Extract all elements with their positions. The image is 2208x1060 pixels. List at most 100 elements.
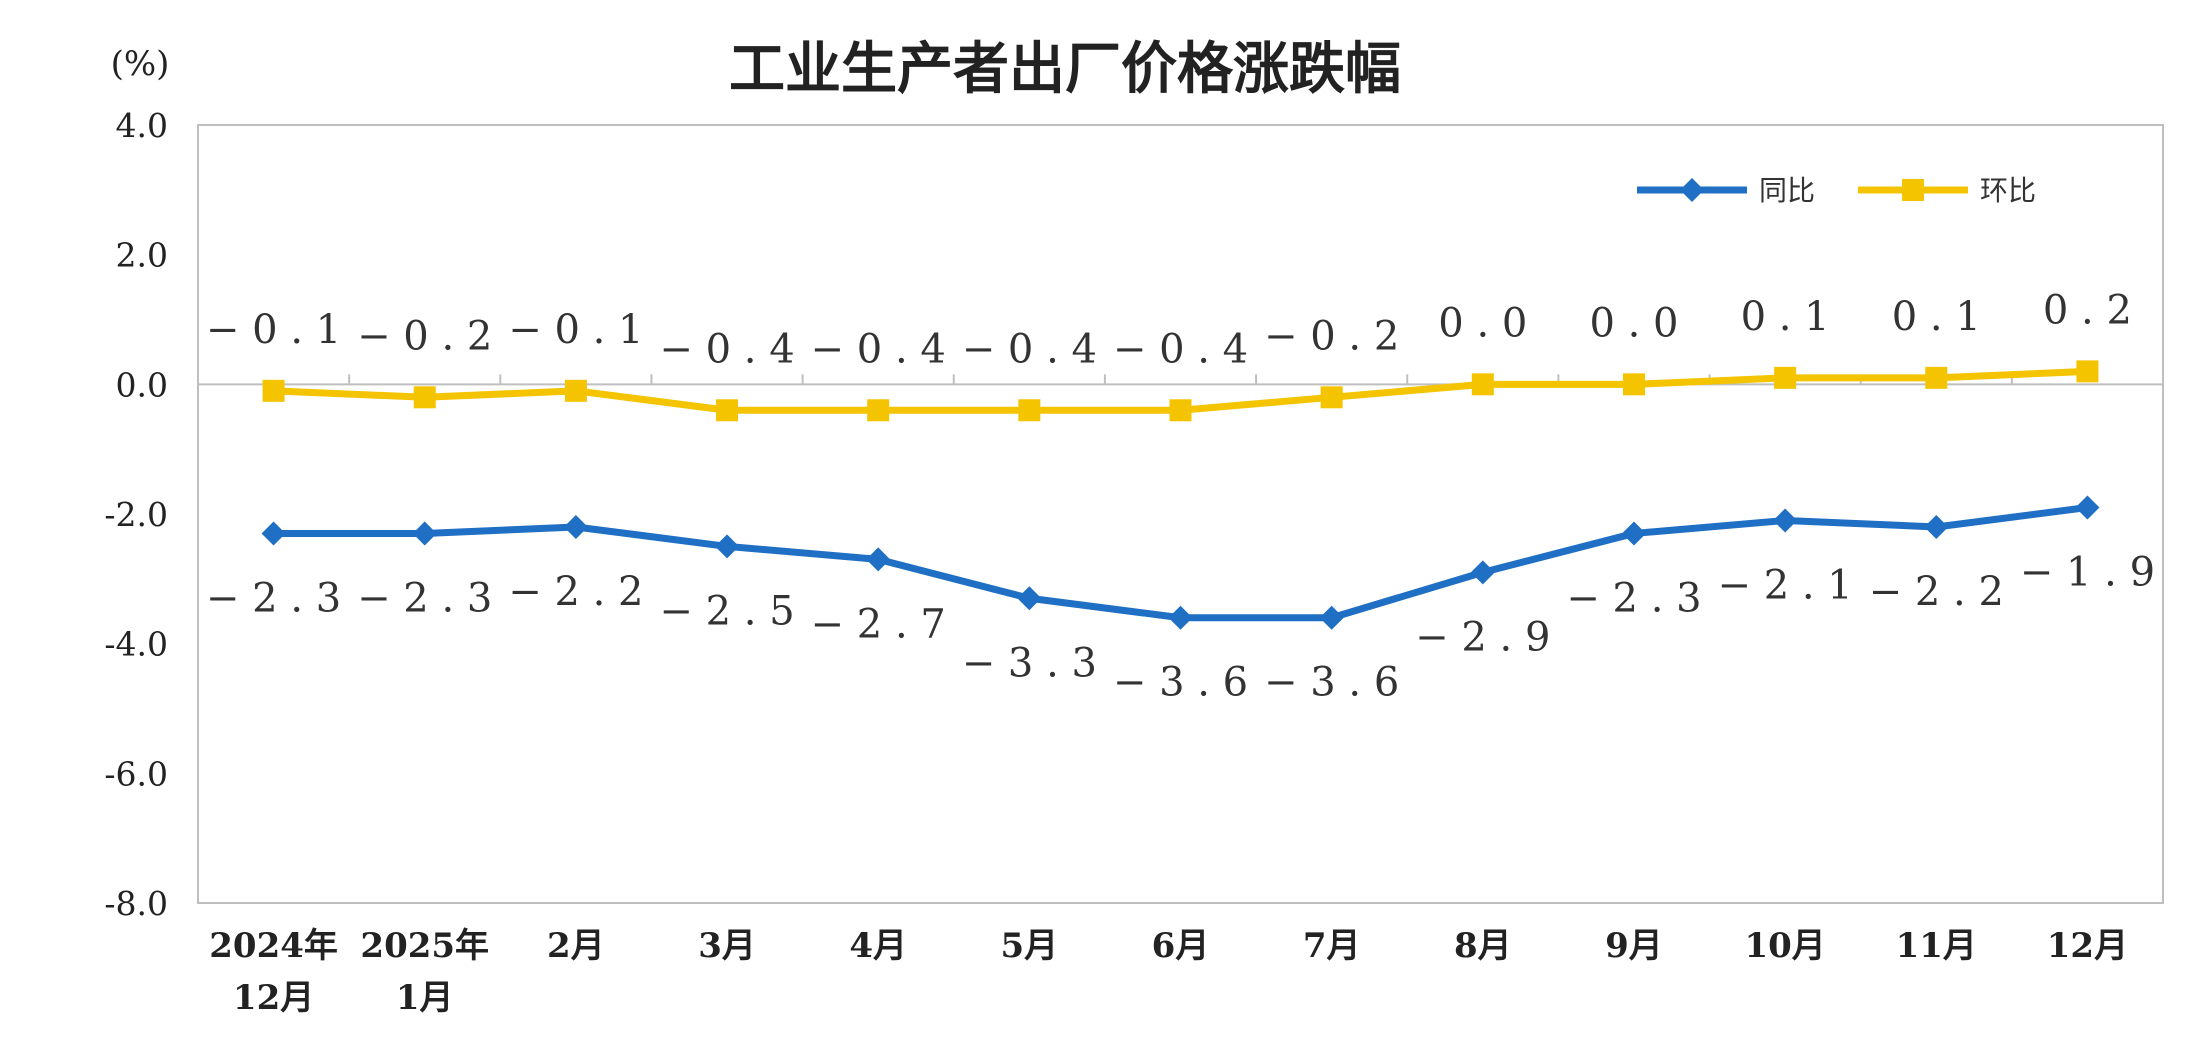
- y-tick-label: -8.0: [104, 884, 168, 923]
- data-point: [2076, 360, 2099, 383]
- y-tick-label: 0.0: [116, 365, 168, 404]
- x-tick-label: 2月: [547, 926, 605, 966]
- data-label: − 0 . 2: [357, 313, 492, 359]
- data-point: [2075, 495, 2100, 520]
- x-tick-label-line: 7月: [1303, 926, 1361, 966]
- data-point: [1319, 605, 1344, 630]
- data-point: [866, 547, 891, 572]
- data-label: − 1 . 9: [2020, 550, 2155, 596]
- x-tick-label: 8月: [1454, 926, 1512, 966]
- data-label: − 2 . 1: [1717, 562, 1852, 608]
- data-label: − 2 . 3: [357, 575, 492, 621]
- data-point: [1168, 605, 1193, 630]
- x-tick-label-line: 10月: [1744, 926, 1825, 966]
- data-label: 0 . 0: [1438, 300, 1527, 346]
- y-tick-label: -2.0: [104, 495, 168, 534]
- x-tick-label-line: 1月: [396, 978, 454, 1018]
- data-point: [413, 386, 436, 409]
- x-tick-label: 2024年 12月: [209, 926, 338, 1018]
- x-tick-label-line: 2024年: [209, 926, 338, 966]
- plot-area-frame: [197, 124, 2164, 904]
- data-point: [1902, 179, 1924, 201]
- y-tick-label: 4.0: [116, 106, 168, 145]
- x-tick-label: 12月: [2047, 926, 2128, 966]
- x-tick-label: 9月: [1605, 926, 1663, 966]
- x-tick-label-line: 2月: [547, 926, 605, 966]
- data-label: − 0 . 2: [1264, 313, 1399, 359]
- x-tick-label-line: 12月: [233, 978, 314, 1018]
- data-point: [1622, 373, 1645, 396]
- data-label: − 0 . 4: [962, 326, 1097, 372]
- data-point: [1018, 399, 1041, 422]
- x-tick-label-line: 3月: [698, 926, 756, 966]
- x-tick-label-line: 11月: [1896, 926, 1977, 966]
- x-tick-label: 7月: [1303, 926, 1361, 966]
- data-label: − 0 . 1: [206, 307, 341, 353]
- data-label: − 2 . 2: [1869, 569, 2004, 615]
- data-point: [716, 399, 739, 422]
- legend-item-mom: 环比: [1858, 174, 2036, 207]
- data-point: [1320, 386, 1343, 409]
- x-tick-label: 2025年 1月: [360, 926, 489, 1018]
- data-label: − 2 . 5: [659, 588, 794, 634]
- x-tick-label-line: 4月: [849, 926, 907, 966]
- x-tick-label: 6月: [1152, 926, 1210, 966]
- data-point: [1470, 560, 1495, 585]
- y-tick-label: 2.0: [116, 236, 168, 275]
- data-point: [867, 399, 890, 422]
- data-point: [564, 379, 587, 402]
- legend-item-yoy: 同比: [1637, 174, 1815, 207]
- data-label: − 3 . 3: [962, 640, 1097, 686]
- data-label: − 0 . 4: [811, 326, 946, 372]
- x-tick-label-line: 12月: [2047, 926, 2128, 966]
- series-mom: [262, 360, 2099, 422]
- legend-label: 环比: [1980, 174, 2036, 207]
- data-label: − 2 . 7: [811, 601, 946, 647]
- data-label: − 0 . 4: [659, 326, 794, 372]
- x-tick-label: 3月: [698, 926, 756, 966]
- y-tick-label: -4.0: [104, 625, 168, 664]
- data-label: − 2 . 3: [206, 575, 341, 621]
- x-tick-label-line: 8月: [1454, 926, 1512, 966]
- x-tick-label: 5月: [1001, 926, 1059, 966]
- data-point: [715, 534, 740, 559]
- data-point: [1017, 586, 1042, 611]
- data-point: [1471, 373, 1494, 396]
- data-label: − 0 . 4: [1113, 326, 1248, 372]
- x-tick-label: 11月: [1896, 926, 1977, 966]
- data-label: 0 . 0: [1589, 300, 1678, 346]
- legend-label: 同比: [1759, 174, 1815, 207]
- x-tick-label-line: 9月: [1605, 926, 1663, 966]
- data-point: [1169, 399, 1192, 422]
- data-label: 0 . 2: [2043, 287, 2132, 333]
- data-point: [1773, 508, 1798, 533]
- x-tick-label-line: 6月: [1152, 926, 1210, 966]
- data-label: − 2 . 2: [508, 569, 643, 615]
- series-layer: [261, 360, 2100, 630]
- data-point: [1680, 178, 1704, 202]
- legend: 同比 环比: [1637, 174, 2036, 207]
- data-point: [1621, 521, 1646, 546]
- x-tick-label: 4月: [849, 926, 907, 966]
- data-point: [262, 379, 285, 402]
- axes: 4.0 2.0 0.0 -2.0 -4.0 -6.0 -8.0 2024年 12月 2025年 1月…: [104, 106, 2163, 1018]
- y-axis-unit: (%): [111, 44, 170, 84]
- data-point: [261, 521, 286, 546]
- data-point: [1774, 366, 1797, 389]
- data-label: − 3 . 6: [1113, 660, 1248, 706]
- data-point: [412, 521, 437, 546]
- data-label: 0 . 1: [1892, 294, 1981, 340]
- data-point: [1924, 514, 1949, 539]
- data-label: − 0 . 1: [508, 307, 643, 353]
- data-label: 0 . 1: [1741, 294, 1830, 340]
- data-point: [563, 514, 588, 539]
- x-tick-label-line: 2025年: [360, 926, 489, 966]
- data-point: [1925, 366, 1948, 389]
- chart-title: 工业生产者出厂价格涨跌幅: [729, 37, 1401, 102]
- data-label: − 2 . 9: [1415, 614, 1550, 660]
- x-tick-label: 10月: [1744, 926, 1825, 966]
- y-tick-label: -6.0: [104, 754, 168, 793]
- data-labels: − 2 . 3 − 2 . 3 − 2 . 2 − 2 . 5 − 2 . 7 − 3 .…: [206, 287, 2155, 705]
- x-tick-label-line: 5月: [1001, 926, 1059, 966]
